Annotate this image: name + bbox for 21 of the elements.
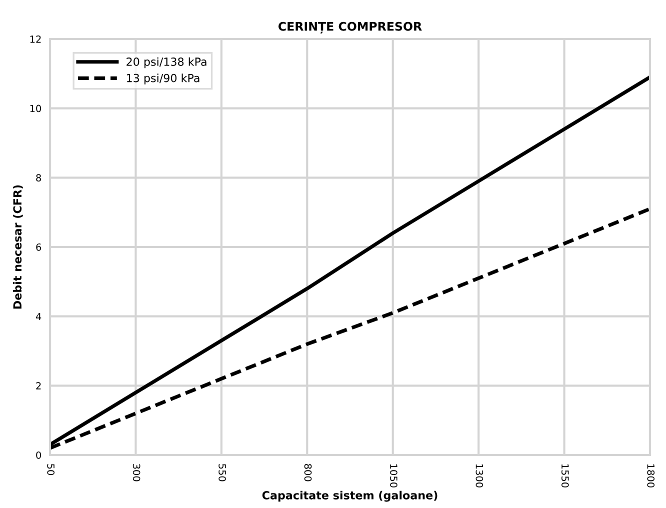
x-axis-title: Capacitate sistem (galoane) <box>262 490 438 502</box>
chart-title: CERINȚE COMPRESOR <box>278 22 422 34</box>
x-tick-label: 50 <box>47 464 55 476</box>
legend-label: 20 psi/138 kPa <box>126 57 206 68</box>
y-tick-label: 6 <box>36 243 42 251</box>
y-tick-label: 2 <box>36 382 41 390</box>
y-tick-label: 12 <box>30 35 41 43</box>
x-tick-label: 1800 <box>647 464 655 488</box>
y-tick-label: 0 <box>36 451 42 459</box>
x-tick-label: 1300 <box>476 464 484 488</box>
y-axis-title: Debit necesar (CFR) <box>12 185 23 309</box>
x-tick-label: 800 <box>304 464 312 482</box>
y-tick-label: 10 <box>30 104 42 112</box>
x-tick-label: 1550 <box>561 464 569 488</box>
x-tick-label: 300 <box>132 464 140 482</box>
legend-label: 13 psi/90 kPa <box>127 74 200 84</box>
y-tick-label: 8 <box>36 174 41 182</box>
y-tick-label: 4 <box>36 312 42 320</box>
line-series <box>50 75 650 446</box>
x-tick-label: 1050 <box>390 464 398 488</box>
x-tick-label: 550 <box>218 464 226 482</box>
